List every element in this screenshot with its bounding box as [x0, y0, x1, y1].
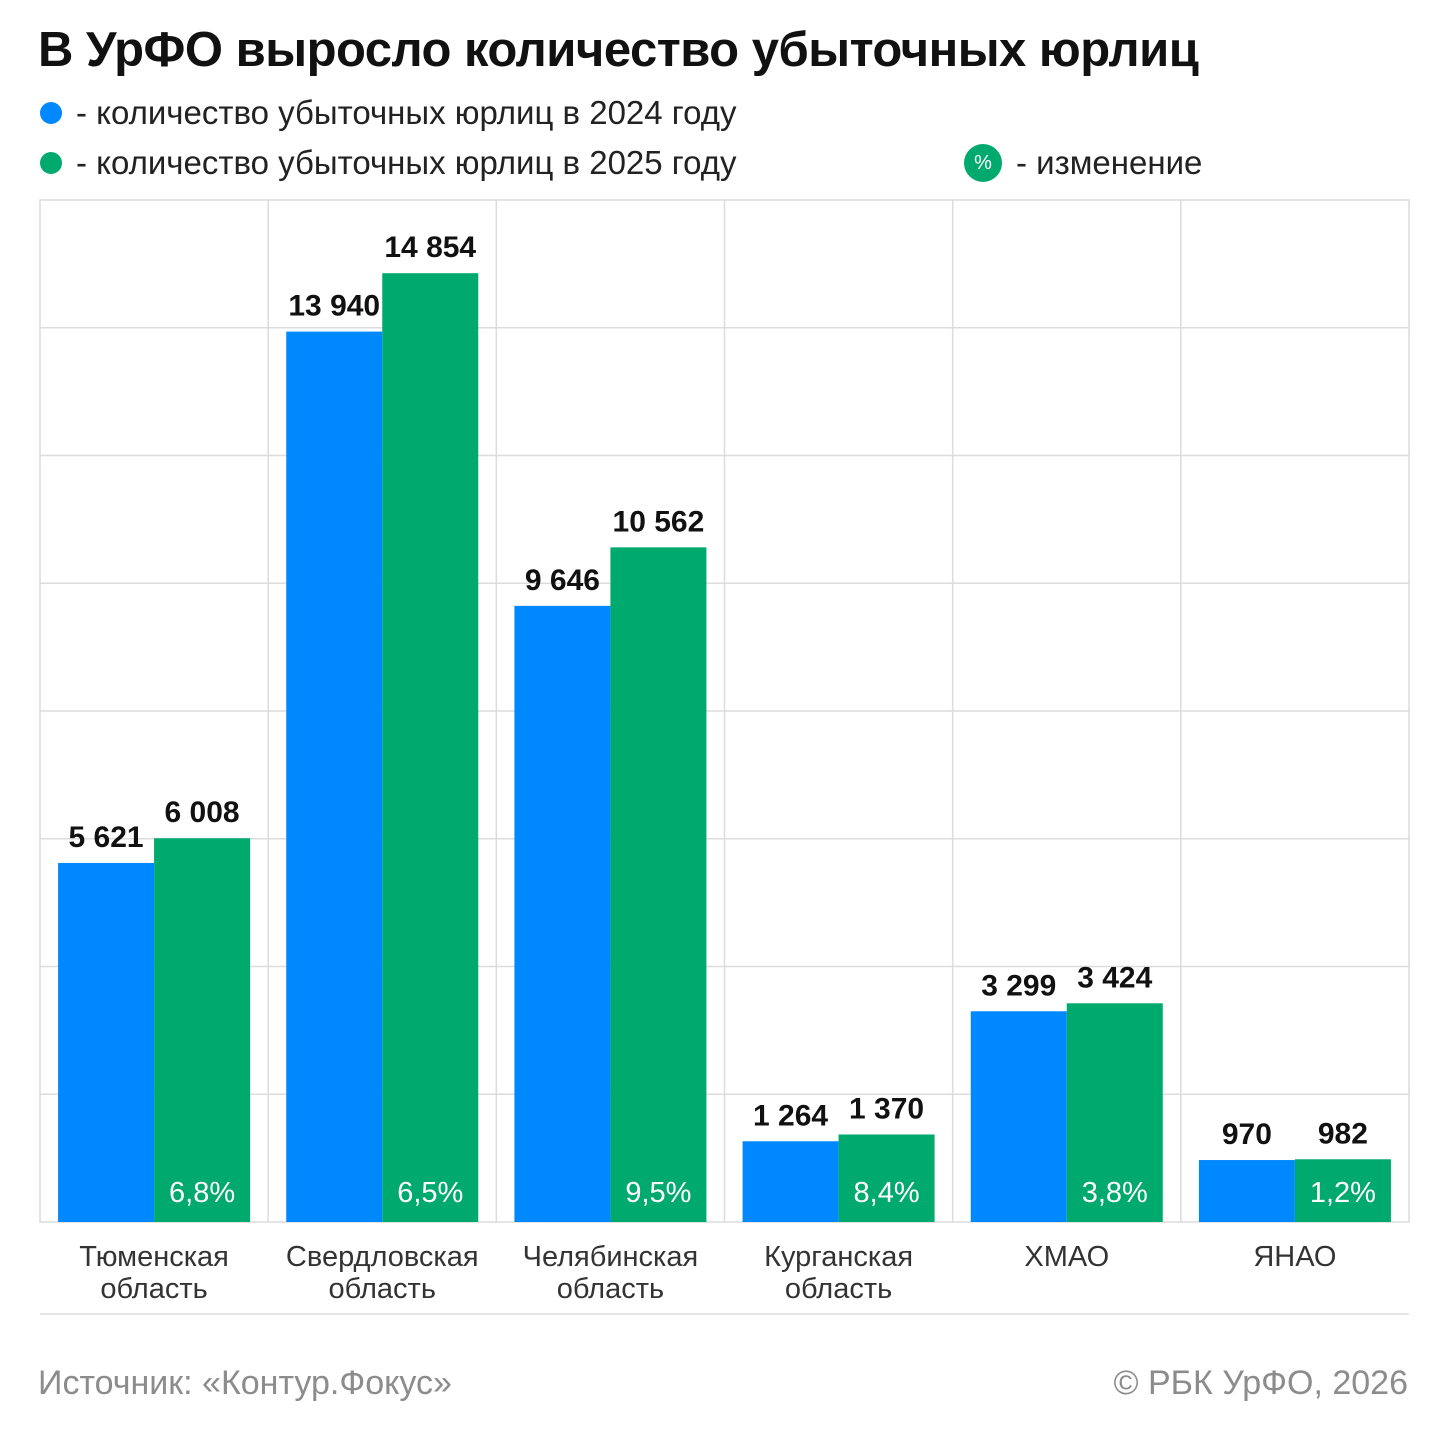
legend-label-2025: - количество убыточных юрлиц в 2025 году: [76, 144, 737, 181]
category-label: Тюменская: [79, 1241, 229, 1273]
change-label: 1,2%: [1310, 1177, 1376, 1209]
value-label-2024: 9 646: [525, 564, 600, 597]
copyright-note: © РБК УрФО, 2026: [1113, 1364, 1408, 1402]
bar-2025: [610, 547, 707, 1222]
bar-2024: [1198, 1160, 1295, 1222]
legend-dot-2025-icon: [40, 152, 62, 174]
value-label-2025: 982: [1318, 1117, 1368, 1150]
bar-2025: [1066, 1003, 1163, 1222]
percent-badge-icon: %: [964, 144, 1002, 182]
chart-title: В УрФО выросло количество убыточных юрли…: [38, 23, 1199, 77]
category-label: область: [557, 1273, 664, 1305]
value-label-2024: 13 940: [288, 290, 380, 323]
legend-item-2024: - количество убыточных юрлиц в 2024 году: [40, 94, 737, 132]
value-label-2025: 10 562: [613, 505, 705, 538]
category-label: область: [100, 1273, 207, 1305]
value-label-2025: 14 854: [384, 231, 476, 264]
legend-label-change: - изменение: [1016, 144, 1203, 181]
source-note: Источник: «Контур.Фокус»: [38, 1364, 452, 1402]
category-label: Челябинская: [523, 1241, 699, 1273]
category-label: ХМАО: [1024, 1241, 1109, 1273]
value-label-2025: 1 370: [849, 1092, 924, 1125]
bar-2024: [742, 1141, 839, 1222]
value-label-2024: 3 299: [981, 969, 1056, 1002]
value-label-2024: 970: [1222, 1118, 1272, 1151]
change-label: 8,4%: [854, 1177, 920, 1209]
legend-item-2025: - количество убыточных юрлиц в 2025 году: [40, 144, 737, 182]
legend-label-2024: - количество убыточных юрлиц в 2024 году: [76, 94, 737, 131]
bar-2024: [970, 1011, 1067, 1222]
value-label-2024: 5 621: [69, 821, 144, 854]
value-label-2025: 3 424: [1077, 961, 1152, 994]
legend-item-change: % - изменение: [964, 144, 1202, 182]
legend-dot-2024-icon: [40, 102, 62, 124]
bar-2024: [514, 605, 611, 1222]
category-label: область: [785, 1273, 892, 1305]
value-label-2025: 6 008: [165, 796, 240, 829]
change-label: 6,8%: [169, 1177, 235, 1209]
value-label-2024: 1 264: [753, 1099, 828, 1132]
change-label: 3,8%: [1082, 1177, 1148, 1209]
category-label: Курганская: [764, 1241, 913, 1273]
bar-2025: [1294, 1159, 1391, 1222]
category-label: область: [329, 1273, 436, 1305]
category-label: ЯНАО: [1253, 1241, 1336, 1273]
bar-2025: [838, 1134, 935, 1222]
bar-2025: [154, 838, 251, 1222]
category-label: Свердловская: [286, 1241, 479, 1273]
change-label: 6,5%: [397, 1177, 463, 1209]
change-label: 9,5%: [625, 1177, 691, 1209]
bar-2025: [382, 273, 479, 1222]
bar-2024: [286, 331, 383, 1222]
bar-2024: [58, 862, 155, 1222]
